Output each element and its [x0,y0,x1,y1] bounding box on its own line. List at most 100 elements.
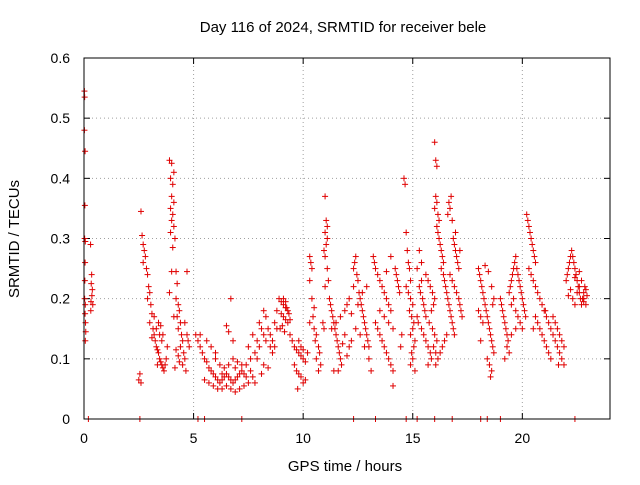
data-point [558,355,565,362]
data-point [444,295,451,302]
data-point [177,343,184,350]
data-point [488,283,495,290]
data-point [336,349,343,356]
data-point [154,346,161,353]
data-point [486,361,493,368]
data-point [525,265,532,272]
data-point [453,289,460,296]
data-point [320,247,327,254]
data-point [543,313,550,320]
data-point [363,331,370,338]
data-point [185,337,192,344]
data-point [455,295,462,302]
data-point [184,268,191,275]
data-point [284,319,291,326]
data-point [81,94,88,101]
data-point [88,280,95,287]
data-point [277,325,284,332]
data-point [168,217,175,224]
data-point [532,283,539,290]
data-point [445,199,452,206]
data-point [433,337,440,344]
data-point [410,343,417,350]
data-point [402,181,409,188]
data-point [330,367,337,374]
data-point [433,223,440,230]
data-point [225,328,232,335]
data-point [240,382,247,389]
data-point [322,229,329,236]
x-tick-label: 0 [80,430,88,446]
data-point [326,295,333,302]
data-point [452,229,459,236]
data-point [560,361,567,368]
data-point [570,259,577,266]
data-point [529,241,536,248]
data-point [447,307,454,314]
data-point [390,367,397,374]
chart-title: Day 116 of 2024, SRMTID for receiver bel… [200,19,487,36]
data-point [381,343,388,350]
data-point [405,259,412,266]
data-point [531,253,538,260]
data-point [440,271,447,278]
data-point [225,373,232,380]
data-point [146,289,153,296]
data-point [279,322,286,329]
data-point [352,253,359,260]
data-point [230,337,237,344]
data-point [82,148,89,155]
data-point [258,325,265,332]
data-point [534,289,541,296]
data-point [374,325,381,332]
data-point [390,382,397,389]
data-point [420,301,427,308]
data-point [501,355,508,362]
data-point [179,337,186,344]
data-point [269,337,276,344]
data-point [409,301,416,308]
data-point [166,157,173,164]
data-point [313,355,320,362]
data-point [443,289,450,296]
data-point [528,235,535,242]
data-point [433,163,440,170]
data-point [232,388,239,395]
data-point [563,277,570,284]
data-point [162,361,169,368]
data-point [175,352,182,359]
data-point [488,337,495,344]
data-point [427,283,434,290]
data-point [238,367,245,374]
data-point [414,313,421,320]
data-point [576,283,583,290]
data-point [156,331,163,338]
data-point [394,277,401,284]
data-point [322,193,329,200]
data-point [153,325,160,332]
data-point [335,343,342,350]
data-point [170,223,177,230]
data-point [227,295,234,302]
data-point [487,331,494,338]
data-point [450,235,457,242]
y-axis-label: SRMTID / TECUs [6,180,23,298]
data-point [304,349,311,356]
data-point [208,367,215,374]
data-point [395,283,402,290]
data-point [164,343,171,350]
x-tick-label: 20 [515,430,531,446]
data-point [501,319,508,326]
data-point [432,193,439,200]
data-point [512,253,519,260]
data-point [444,211,451,218]
data-point [376,307,383,314]
data-point [387,361,394,368]
data-point [327,301,334,308]
data-point [425,343,432,350]
data-point [414,265,421,272]
data-point [379,337,386,344]
data-point [341,331,348,338]
data-point [350,283,357,290]
data-point [328,307,335,314]
